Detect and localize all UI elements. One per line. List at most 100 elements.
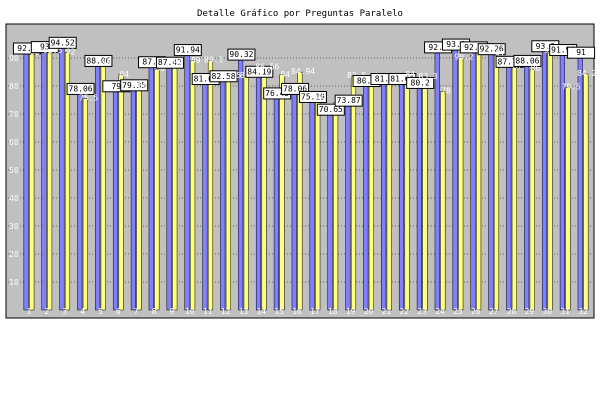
y-tick-label: 50 [9,166,19,175]
data-label-series-1: 87.74 [498,57,522,66]
data-label-series-2: 76 [316,92,326,101]
data-label-series-1: 78.06 [69,84,93,93]
bar-series-1 [434,49,440,311]
bar-series-1 [112,88,119,311]
bar-series-2 [207,60,214,311]
bar-series-1 [41,49,47,311]
data-label-series-2: 84.94 [291,67,315,76]
x-tick-label: 8 [152,307,157,316]
data-label-series-1: 73.87 [337,96,361,105]
data-label-series-2: 92 [66,47,76,56]
data-label-box [406,76,435,89]
data-label-box [120,79,149,92]
bar-series-2 [64,52,71,311]
x-tick-label: 17 [310,307,320,316]
data-label-series-2: 84 [280,70,290,79]
data-label-series-2: 90.2 [454,52,473,61]
bar-series-2 [350,75,357,311]
bar-series-1 [345,102,351,311]
data-label-box [567,46,596,59]
data-label-box [334,94,363,107]
bar-series-1 [381,81,387,311]
bar-series-2 [422,76,428,311]
data-label-box [209,70,238,83]
x-tick-label: 4 [80,307,85,316]
bar-series-2 [529,68,535,311]
x-tick-label: 19 [346,307,356,316]
x-tick-label: 31 [560,307,570,316]
data-label-series-1: 93.9 [446,40,465,49]
x-tick-label: 5 [98,307,103,316]
y-tick-label: 70 [9,110,19,119]
bar-series-1 [327,111,333,311]
x-tick-label: 30 [542,307,552,316]
bar-series-2 [118,74,124,311]
bar-series-1 [23,50,29,311]
y-tick-label: 20 [9,250,19,259]
data-label-series-1: 81.61 [390,74,414,83]
bar-series-2 [225,75,231,311]
x-tick-label: 11 [203,307,213,316]
data-label-series-1: 93 [40,43,50,52]
chart-title: Detalle Gráfico por Preguntas Paralelo [197,9,403,19]
y-tick-label: 60 [9,138,19,147]
data-label-series-2: 86 [531,64,541,73]
bar-series-1 [416,85,422,311]
bar-series-2 [511,66,517,311]
x-tick-label: 2 [44,307,49,316]
data-label-series-2: 83.5 [222,71,241,80]
data-label-series-2: 84.28 [577,69,600,78]
data-label-box [281,82,310,95]
bar-series-1 [202,81,208,311]
y-tick-label: 80 [9,82,19,91]
y-tick-label: 30 [9,222,19,231]
bar-series-1 [488,51,494,311]
data-label-series-1: 92.9 [428,43,447,52]
data-label-series-1: 81.61 [194,74,218,83]
bar-series-2 [386,82,392,311]
bar-series-1 [470,49,476,311]
x-tick-label: 18 [328,307,338,316]
y-tick-label: 10 [9,278,19,287]
data-label-series-1: 91 [576,48,586,57]
bar-series-1 [148,64,154,311]
data-label-series-1: 80.2 [411,78,430,87]
x-tick-label: 25 [453,307,463,316]
data-label-series-1: 80.9 [357,76,376,85]
data-label-series-1: 76.45 [265,89,289,98]
data-label-series-1: 87.42 [158,58,182,67]
data-label-box [227,48,256,61]
data-label-series-2: 78 [441,87,451,96]
data-label-box [477,43,506,56]
bar-series-1 [506,64,512,311]
data-label-series-2: 88 [173,59,183,68]
bar-series-2 [279,74,285,311]
x-tick-label: 27 [489,307,499,316]
data-label-series-1: 78.06 [283,84,307,93]
data-label-series-2: 84 [119,70,129,79]
x-tick-label: 15 [274,307,284,316]
bar-series-2 [333,102,339,311]
x-tick-label: 9 [170,307,175,316]
bar-series-2 [493,54,500,311]
bar-series-2 [565,87,571,311]
data-label-series-1: 75.19 [301,92,325,101]
bar-series-2 [82,98,88,311]
bar-series-1 [291,91,297,311]
data-label-series-1: 81.6 [375,75,394,84]
bar-series-1 [130,87,136,311]
bar-series-2 [47,50,53,311]
y-tick-label: 90 [9,54,19,63]
x-tick-label: 10 [185,307,195,316]
data-label-series-2: 86.56 [255,63,279,72]
bar-series-2 [154,68,160,311]
data-label-series-1: 92.9 [464,43,483,52]
bar-series-1 [59,45,65,311]
x-tick-label: 14 [256,307,266,316]
x-tick-label: 13 [239,307,249,316]
x-tick-label: 6 [116,307,121,316]
data-label-series-1: 82.58 [212,72,236,81]
x-tick-label: 28 [507,307,517,316]
bar-series-2 [243,75,249,311]
